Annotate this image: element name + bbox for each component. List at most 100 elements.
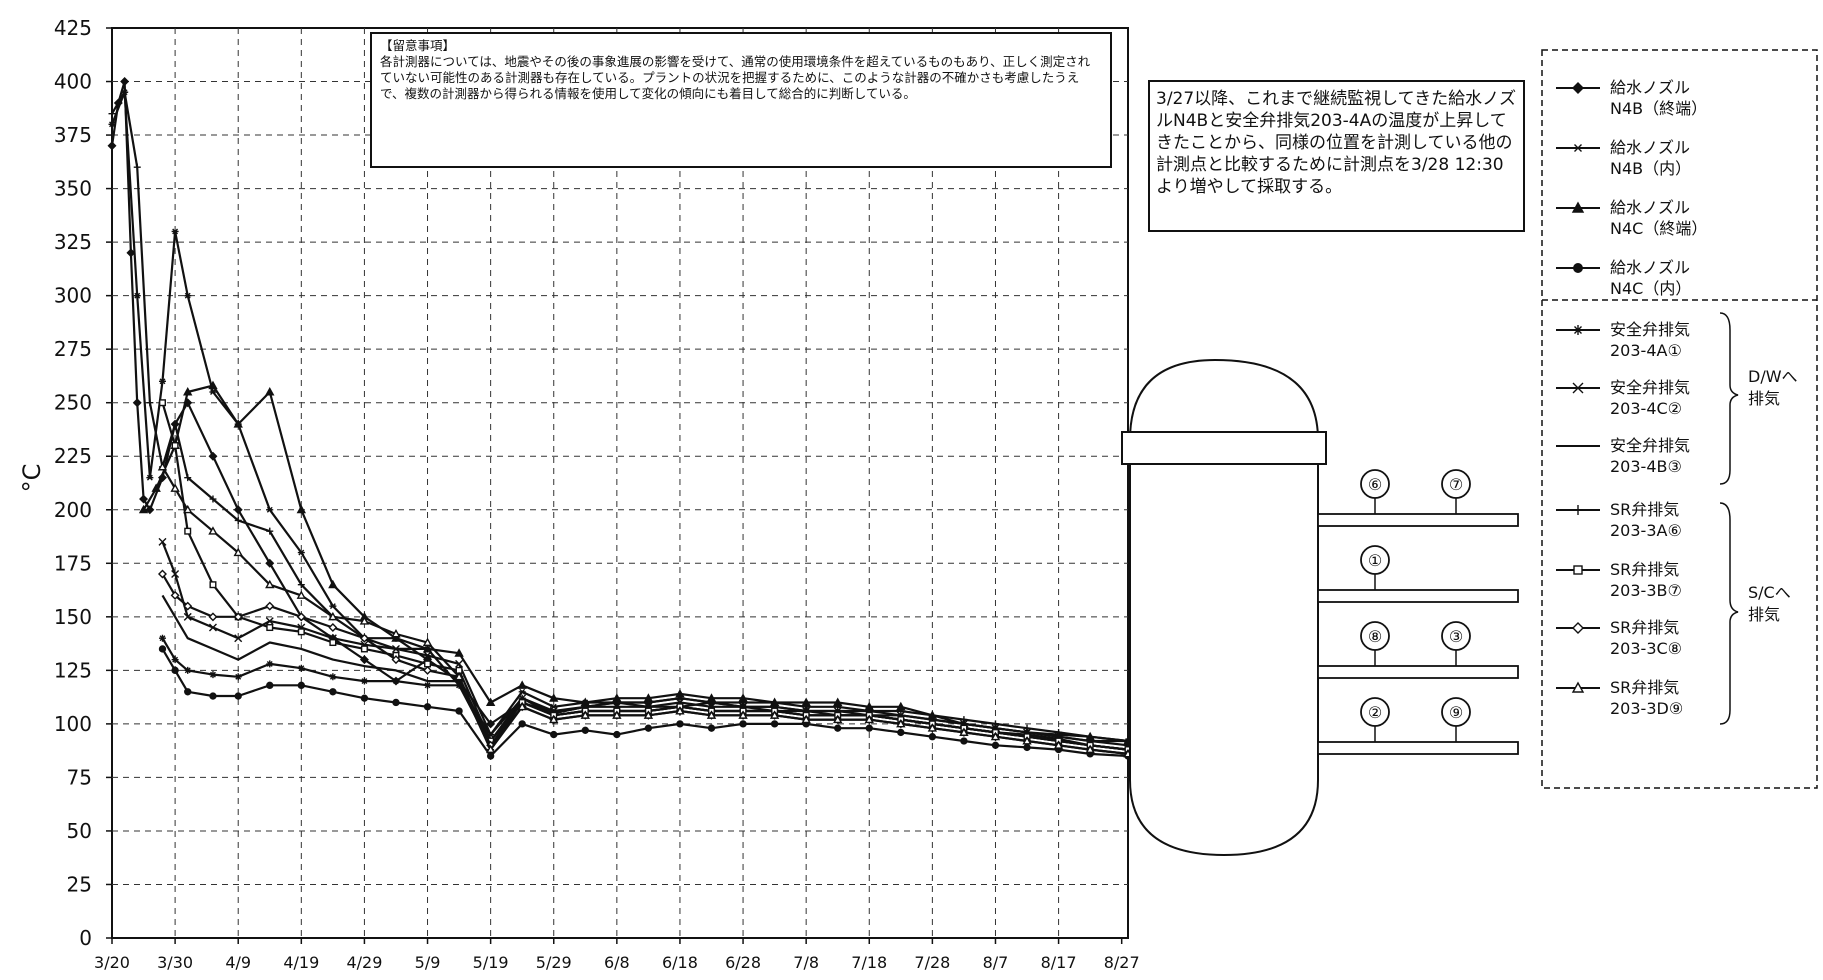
legend-marker [1573,144,1583,152]
y-tick-label: 0 [79,926,92,950]
data-point [897,707,905,715]
data-point [833,714,843,724]
x-tick-label: 3/30 [157,953,193,972]
data-point [359,633,369,643]
data-point [328,579,338,589]
y-tick-label: 325 [54,230,92,254]
y-tick-label: 50 [67,819,92,843]
legend-label-2: N4B（終端） [1610,99,1707,118]
legend-item: 給水ノズル N4C（内） [1556,258,1691,298]
data-point [208,612,218,622]
data-point [455,681,463,689]
legend-item: 給水ノズル N4B（終端） [1556,78,1707,118]
data-point [158,645,167,653]
y-axis-label: °C [18,464,46,493]
data-point [157,569,167,579]
data-point [209,581,217,589]
data-point [266,624,274,632]
data-point [126,248,136,258]
data-point [676,720,684,728]
data-point [297,628,305,636]
y-tick-label: 125 [54,658,92,682]
measurement-point [1360,545,1390,575]
data-point [171,656,179,664]
data-point [392,677,400,685]
data-point [209,692,217,700]
x-tick-label: 4/29 [346,953,382,972]
legend-label-2: 203-4C② [1610,399,1682,418]
x-tick-label: 4/9 [225,953,251,972]
legend-label-2: 203-3D⑨ [1610,699,1683,718]
x-tick-label: 6/28 [725,953,761,972]
vessel-flange [1121,431,1327,465]
data-point [266,506,274,513]
legend-marker [1573,325,1583,335]
legend-label-2: 203-3A⑥ [1610,521,1682,540]
measurement-point [1441,697,1471,727]
data-point [234,673,242,681]
data-point [675,706,685,715]
data-point [486,752,495,760]
data-point [1085,744,1095,754]
data-point [157,473,167,483]
y-axis: 0 25 50 75 100 125 150 175 200 225 250 275 300 325 350… [54,16,112,950]
data-point [359,616,370,625]
dw-group-label: D/Wへ排気 [1748,367,1798,408]
data-point [518,688,526,695]
legend-label-2: N4B（内） [1610,159,1691,178]
legend-label-1: SR弁排気 [1610,678,1679,697]
legend-label-2: 203-3C⑧ [1610,639,1682,658]
data-point [959,727,969,736]
y-tick-label: 175 [54,551,92,575]
data-point [960,716,968,724]
legend-label-1: SR弁排気 [1610,618,1679,637]
vessel-body [1129,358,1319,857]
data-point [183,504,193,514]
data-point [121,88,129,96]
data-point [708,698,716,706]
y-tick-label: 100 [54,712,92,736]
y-tick-label: 400 [54,70,92,94]
data-point [865,724,873,732]
measurement-point [1441,621,1471,651]
reactor-vessel-diagram [1121,358,1327,857]
data-point [158,399,166,407]
data-point [120,77,130,87]
data-point [265,579,275,589]
data-point [297,664,305,672]
series-11 [157,461,1133,758]
legend-label-1: SR弁排気 [1610,560,1679,579]
measurement-point [1360,697,1390,727]
data-point [738,710,748,719]
data-point [991,741,1000,749]
data-point [613,730,621,739]
data-point [328,623,338,633]
legend-item: 安全弁排気 203-4B③ [1556,436,1690,476]
data-point [297,681,305,690]
measurement-point-label: ⑥ [1368,475,1382,494]
data-point [296,590,307,599]
pipe [1317,741,1519,755]
data-point [183,612,192,621]
data-point [171,442,179,450]
data-point [391,629,401,638]
data-point [208,623,217,632]
data-point [108,110,116,118]
data-point [233,547,243,557]
data-point [209,389,217,395]
x-axis: 3/20 3/30 4/9 4/19 4/29 5/9 5/19 5/29 6/8 6/18 6/2… [94,938,1140,972]
data-point [928,733,937,741]
caution-note-title: 【留意事項】 [380,38,456,53]
legend-label-1: 給水ノズル [1610,138,1690,157]
legend-label-1: SR弁排気 [1610,500,1679,519]
group-label-line: 排気 [1748,389,1780,408]
data-point [158,634,166,642]
legend-label-2: 203-4B③ [1610,457,1682,476]
data-point [209,671,217,679]
data-point [184,666,192,674]
measurement-point-label: ③ [1449,627,1463,646]
data-point [146,474,154,481]
data-point [644,724,653,732]
data-point [184,292,192,299]
series-layer [107,77,1133,760]
